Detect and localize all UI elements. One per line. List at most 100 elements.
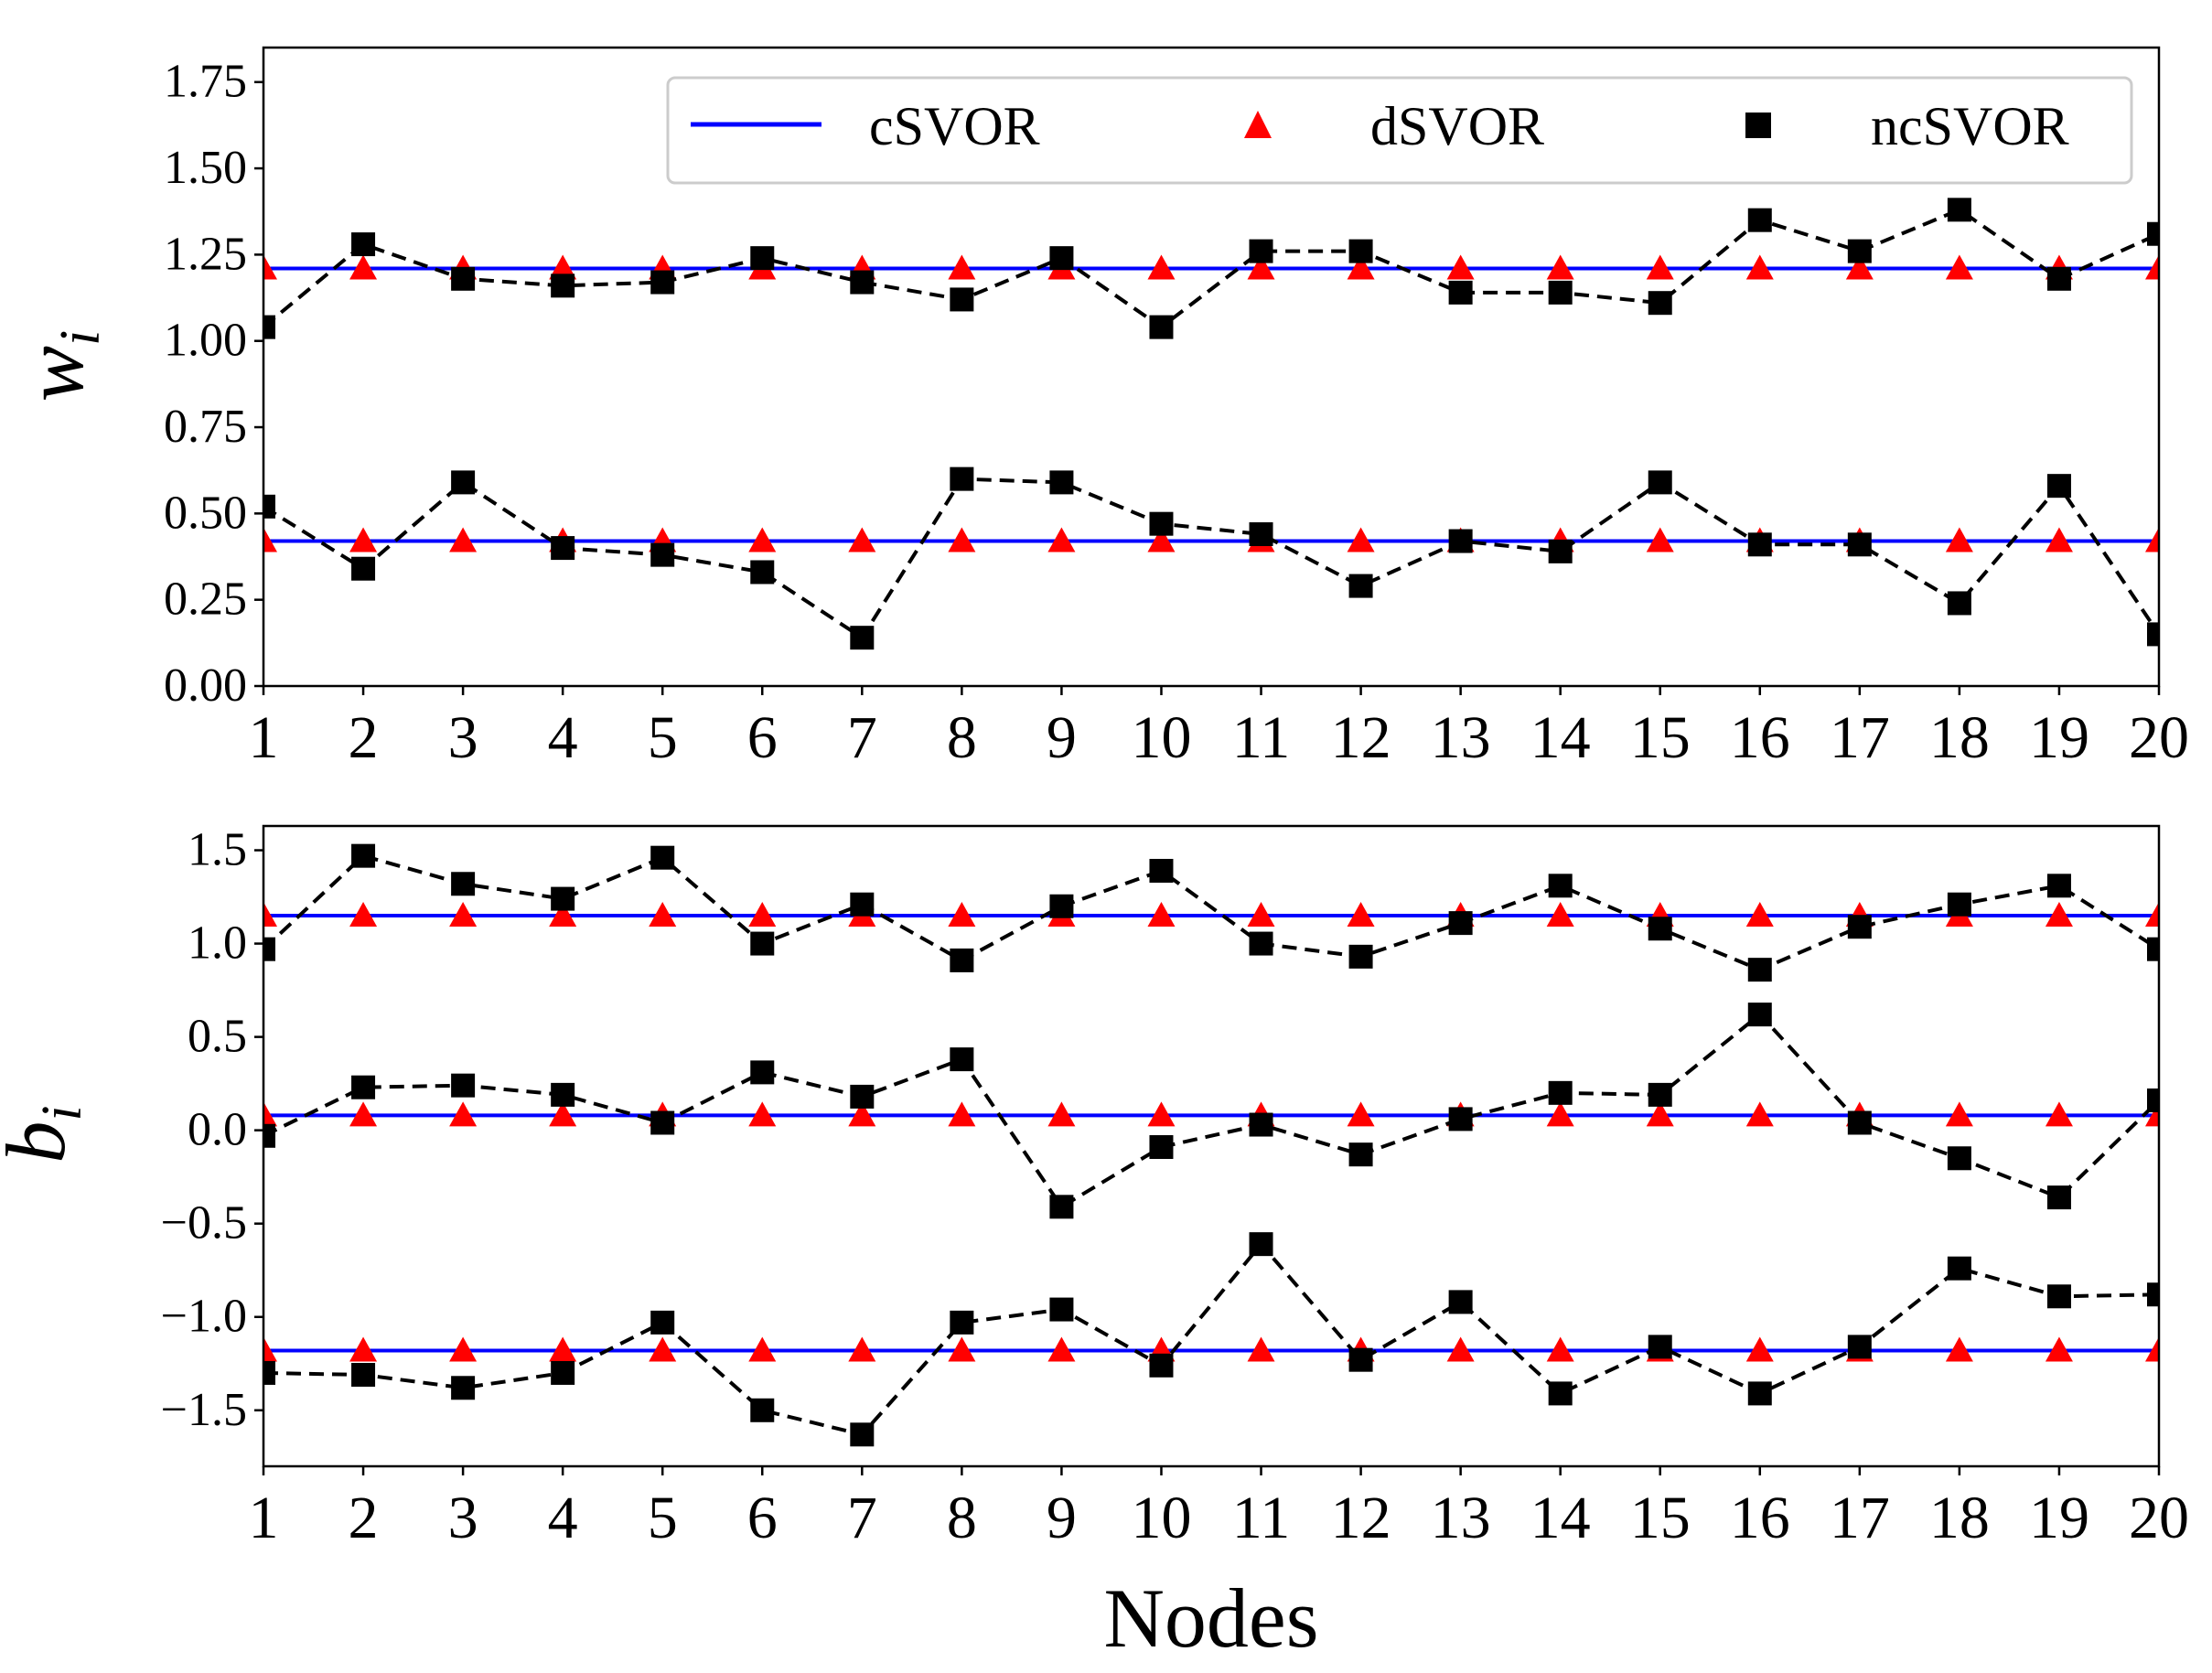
ncsvor-point xyxy=(1049,246,1074,271)
ncsvor-point xyxy=(850,626,875,650)
dsvor-point xyxy=(2145,254,2159,280)
ncsvor-point xyxy=(1348,1347,1373,1372)
y-axis-label-sub: i xyxy=(49,330,112,346)
dsvor-point xyxy=(349,1336,378,1362)
dsvor-point xyxy=(1247,1336,1275,1362)
ncsvor-point xyxy=(2147,1282,2159,1307)
ncsvor-point xyxy=(1448,529,1473,553)
legend: cSVOR dSVOR ncSVOR xyxy=(666,76,2133,185)
legend-ncsvor-swatch xyxy=(1745,113,1771,138)
dsvor-point xyxy=(1745,1336,1774,1362)
ncsvor-point xyxy=(351,556,376,581)
x-tick-label: 10 xyxy=(1131,1485,1191,1551)
x-tick-label: 4 xyxy=(548,704,578,771)
x-tick-label: 11 xyxy=(1232,704,1291,771)
ncsvor-point xyxy=(750,1398,775,1422)
ncsvor-point xyxy=(1548,280,1573,305)
dsvor-point xyxy=(449,1336,478,1362)
ncsvor-point xyxy=(351,843,376,868)
y-tick-label: 0.25 xyxy=(164,574,247,626)
dsvor-point xyxy=(349,527,378,552)
ncsvor-point xyxy=(2046,474,2071,499)
dsvor-point xyxy=(263,254,277,280)
y-tick-label: 1.0 xyxy=(188,917,247,970)
ncsvor-point xyxy=(650,542,675,567)
x-tick-label: 8 xyxy=(947,1485,977,1551)
x-tick-label: 3 xyxy=(448,704,478,771)
dsvor-point xyxy=(948,1336,976,1362)
ncsvor-point xyxy=(2147,937,2159,961)
ncsvor-point xyxy=(1149,1353,1174,1378)
ncsvor-point xyxy=(1348,239,1373,263)
panel-2: −1.5−1.0−0.50.00.51.01.51 2 3 4 5 6 7 8 9 10 11 12 1… xyxy=(0,824,2189,1665)
ncsvor-point xyxy=(1249,521,1273,546)
ncsvor-point xyxy=(451,872,476,896)
dsvor-point xyxy=(948,254,976,280)
dsvor-point xyxy=(549,1336,577,1362)
ncsvor-point xyxy=(1847,1110,1872,1135)
x-tick-label: 5 xyxy=(648,704,678,771)
dsvor-point xyxy=(649,1336,677,1362)
ncsvor-point xyxy=(850,1422,875,1447)
ncsvor-point xyxy=(1448,280,1473,305)
ncsvor-point xyxy=(263,315,275,339)
ncsvor-point xyxy=(1249,1112,1273,1137)
y-axis-label-var: w xyxy=(7,346,101,402)
dsvor-point xyxy=(1945,254,1973,280)
ncsvor-point xyxy=(1348,1142,1373,1167)
ncsvor-point xyxy=(650,1310,675,1335)
plot-area xyxy=(263,843,2159,1447)
ncsvor-point xyxy=(1548,874,1573,898)
ncsvor-point xyxy=(351,1363,376,1387)
ncsvor-point xyxy=(950,287,974,312)
dsvor-point xyxy=(848,527,876,552)
ncsvor-point xyxy=(1947,892,1971,917)
ncsvor-point xyxy=(451,1376,476,1400)
dsvor-point xyxy=(349,901,378,927)
ncsvor-point xyxy=(263,1123,275,1148)
ncsvor-point xyxy=(1648,1082,1672,1107)
dsvor-point xyxy=(1347,254,1375,280)
dsvor-point xyxy=(1546,1336,1574,1362)
x-tick-label: 20 xyxy=(2129,704,2189,771)
dsvor-point xyxy=(1047,527,1076,552)
ncsvor-point xyxy=(1847,532,1872,557)
ncsvor-point xyxy=(1947,591,1971,616)
dsvor-point xyxy=(948,901,976,927)
ncsvor-point xyxy=(1049,1195,1074,1219)
y-tick-label: 1.25 xyxy=(164,228,247,280)
dsvor-point xyxy=(1147,254,1176,280)
ncsvor-point xyxy=(1747,1003,1772,1027)
x-tick-label: 16 xyxy=(1730,704,1790,771)
ncsvor-point xyxy=(1448,911,1473,936)
dsvor-point xyxy=(549,901,577,927)
x-tick-label: 4 xyxy=(548,1485,578,1551)
dsvor-point xyxy=(2045,1101,2073,1127)
ncsvor-point xyxy=(1448,1290,1473,1314)
ncsvor-point xyxy=(1847,915,1872,939)
x-tick-label: 18 xyxy=(1929,704,1990,771)
x-tick-label: 6 xyxy=(747,1485,778,1551)
x-tick-label: 7 xyxy=(847,1485,877,1551)
ncsvor-point xyxy=(1049,470,1074,495)
axes-frame xyxy=(262,46,2161,688)
ncsvor-point xyxy=(1947,198,1971,222)
x-tick-label: 3 xyxy=(448,1485,478,1551)
x-tick-label: 14 xyxy=(1530,704,1591,771)
ncsvor-point xyxy=(1249,239,1273,263)
x-tick-label: 11 xyxy=(1232,1485,1291,1551)
ncsvor-point xyxy=(650,845,675,870)
dsvor-point xyxy=(1247,901,1275,927)
dsvor-point xyxy=(1446,1336,1475,1362)
dsvor-point xyxy=(848,1101,876,1127)
dsvor-point xyxy=(2045,901,2073,927)
dsvor-point xyxy=(748,527,777,552)
x-tick-label: 12 xyxy=(1331,1485,1391,1551)
y-axis-label: bi xyxy=(0,1105,93,1163)
ncsvor-point xyxy=(850,1084,875,1109)
y-tick-label: 0.75 xyxy=(164,401,247,453)
dsvor-point xyxy=(1546,254,1574,280)
dsvor-point xyxy=(549,254,577,280)
y-tick-label: 0.50 xyxy=(164,487,247,539)
